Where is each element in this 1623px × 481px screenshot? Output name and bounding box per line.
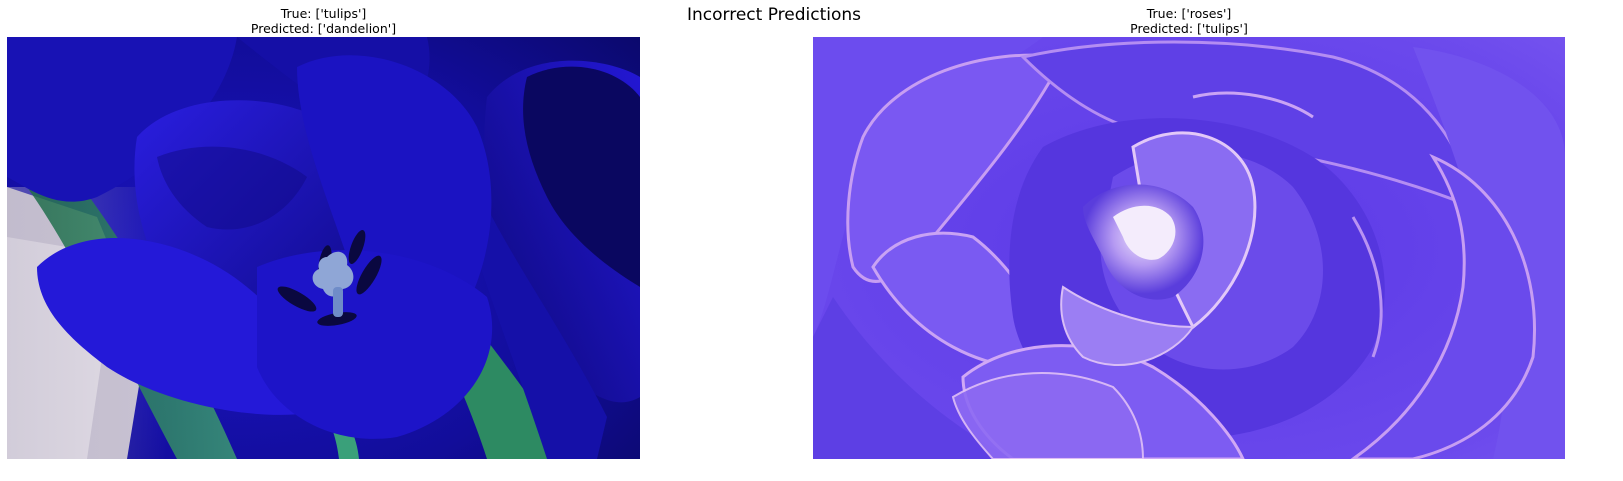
predicted-label: Predicted: ['dandelion'] [250,21,397,36]
true-label: True: ['tulips'] [280,6,367,21]
predicted-label: Predicted: ['tulips'] [1130,21,1248,36]
figure-title: Incorrect Predictions [686,5,862,25]
tulip-image [7,37,640,459]
prediction-panel-left: True: ['tulips'] Predicted: ['dandelion'… [7,0,640,481]
panel-title: True: ['roses'] Predicted: ['tulips'] [813,6,1565,36]
rose-photo [813,37,1565,459]
tulip-photo [7,37,640,459]
rose-image [813,37,1565,459]
prediction-panel-right: True: ['roses'] Predicted: ['tulips'] [813,0,1565,481]
panel-title: True: ['tulips'] Predicted: ['dandelion'… [7,6,640,36]
true-label: True: ['roses'] [1146,6,1232,21]
